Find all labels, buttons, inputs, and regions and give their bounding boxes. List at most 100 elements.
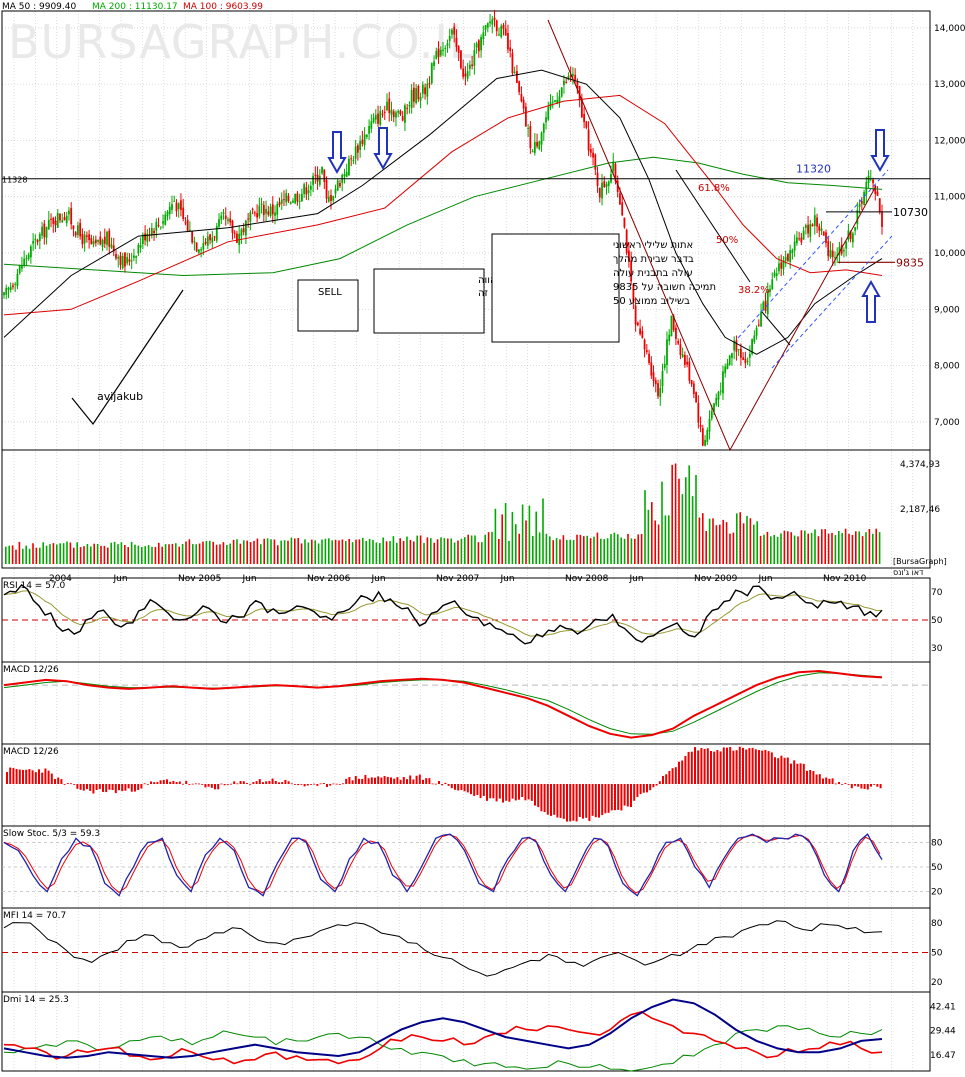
macd-histogram-bar <box>274 781 277 784</box>
volume-bar <box>368 538 371 564</box>
volume-bar <box>549 536 551 564</box>
source-label: [BursaGraph] <box>893 557 947 566</box>
volume-bar <box>209 540 211 564</box>
macd-histogram-bar <box>249 783 252 785</box>
volume-bar <box>260 544 262 564</box>
candle-body <box>511 53 514 74</box>
macd-histogram-bar <box>639 784 642 795</box>
candle-body <box>258 205 261 217</box>
macd-histogram-bar <box>780 755 783 784</box>
volume-bar <box>719 524 721 564</box>
volume-bar <box>521 504 524 564</box>
candle-body <box>569 74 572 77</box>
dmi-plus-line <box>3 1025 883 1072</box>
macd-histogram-bar <box>6 772 8 784</box>
x-tick-label: 2004 <box>49 574 72 584</box>
candle-body <box>831 250 834 257</box>
macd-histogram-bar <box>684 756 687 784</box>
candle-body <box>240 229 243 236</box>
macd-histogram-bar <box>102 784 104 792</box>
candle-body <box>536 141 538 147</box>
stoch-tick-label: 80 <box>931 838 943 848</box>
x-tick-label: Jun <box>500 574 515 584</box>
volume-bar <box>797 536 799 564</box>
volume-bar <box>538 532 541 564</box>
volume-bar <box>35 547 38 564</box>
macd-histogram-bar <box>66 783 69 784</box>
sell-box <box>297 279 359 332</box>
signature-stroke <box>71 289 184 426</box>
macd-histogram-bar <box>335 783 338 785</box>
macd-histogram-bar <box>543 784 546 813</box>
macd-histogram-bar <box>463 784 466 792</box>
macd-histogram-bar <box>818 774 821 784</box>
volume-bar <box>535 511 537 564</box>
dmi-tick-label: 29.44 <box>930 1027 956 1037</box>
macd-histogram-bar <box>582 784 584 819</box>
candle-body <box>766 290 769 315</box>
macd-histogram-bar <box>316 784 319 786</box>
volume-bar <box>790 532 792 564</box>
volume-bar <box>229 543 231 564</box>
candle-body <box>811 224 814 227</box>
macd-histogram-bar <box>258 779 261 784</box>
annotation-line: עולה בתבנית עולה <box>613 268 693 279</box>
macd-histogram-bar <box>527 784 530 800</box>
sell-label: SELL <box>318 287 342 298</box>
volume-bar <box>688 465 690 564</box>
price-tick-label: 14,000 <box>934 24 965 34</box>
volume-bar <box>195 544 197 564</box>
volume-bar <box>22 548 24 564</box>
macd-histogram-bar <box>191 783 194 785</box>
panel-frame-mfi <box>1 907 931 993</box>
candle-body <box>542 123 545 133</box>
macd-histogram-bar <box>226 784 229 785</box>
macd-histogram-bar <box>732 750 735 784</box>
macd-histogram-bar <box>710 750 712 784</box>
volume-bar <box>542 498 544 564</box>
volume-bar <box>317 543 320 564</box>
volume-bar <box>76 542 78 564</box>
volume-bar <box>596 532 599 564</box>
candle-body <box>782 260 785 269</box>
candle-body <box>262 205 265 216</box>
candle-body <box>9 286 12 290</box>
candle-body <box>820 228 823 232</box>
candle-body <box>731 353 733 358</box>
candle-body <box>410 90 413 109</box>
macd-histogram-bar <box>143 783 146 785</box>
candle-body <box>25 258 28 260</box>
macd-histogram-bar <box>857 784 860 787</box>
macd-histogram-bar <box>175 782 178 784</box>
candle-body <box>348 158 350 176</box>
volume-bar <box>698 517 701 564</box>
candle-body <box>672 315 675 331</box>
candle-body <box>742 357 745 360</box>
volume-bar <box>484 534 486 564</box>
macd-histogram-bar <box>662 775 664 784</box>
volume-bar <box>725 522 728 564</box>
candle-body <box>397 111 400 113</box>
candle-body <box>220 215 223 220</box>
candle-body <box>184 222 187 224</box>
candle-body <box>256 213 258 218</box>
macd-histogram-bar <box>31 770 34 784</box>
macd-histogram-bar <box>92 784 95 794</box>
macd-histogram-bar <box>418 774 421 784</box>
candle-body <box>336 180 339 191</box>
macd-histogram-panel: MACD 12/26 <box>3 746 882 822</box>
candle-body <box>876 191 879 196</box>
candle-body <box>303 184 306 195</box>
candle-body <box>457 46 460 53</box>
candle-body <box>177 203 180 210</box>
volume-bar <box>100 545 102 564</box>
price-tick-label: 12,000 <box>934 136 965 146</box>
volume-bar <box>178 546 180 564</box>
candle-body <box>565 81 568 83</box>
volume-bar <box>600 538 602 564</box>
macd-histogram-bar <box>550 784 552 816</box>
volume-bar <box>511 511 514 564</box>
macd-histogram-bar <box>319 783 322 785</box>
candle-body <box>32 240 35 244</box>
